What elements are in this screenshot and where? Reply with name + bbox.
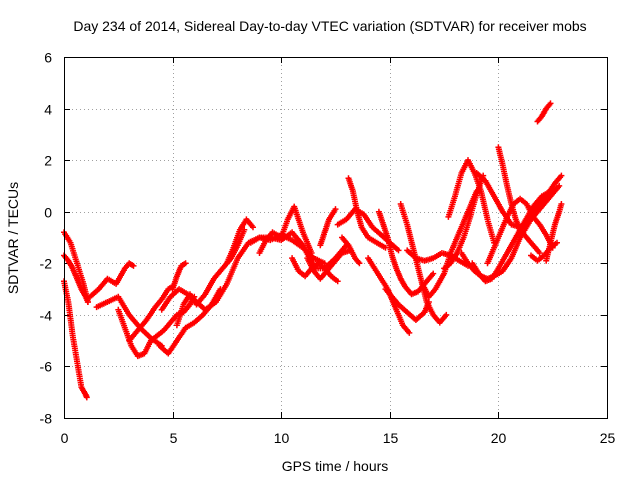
data-point-marker [547, 100, 554, 107]
series-arc11 [169, 260, 189, 293]
y-tick-label: -2 [40, 256, 53, 272]
series-arc23 [382, 286, 432, 323]
x-axis-label: GPS time / hours [282, 458, 389, 474]
data-point-marker [182, 260, 189, 267]
data-point-marker [430, 270, 437, 277]
grid-lines [64, 57, 607, 418]
data-points [61, 100, 565, 401]
series-arc21 [365, 255, 413, 336]
y-tick-label: -4 [40, 308, 53, 324]
series-arc18 [339, 234, 363, 267]
data-point-marker [554, 239, 560, 246]
plot-frame [64, 57, 608, 419]
data-point-marker [554, 185, 560, 192]
x-tick-label: 5 [170, 430, 178, 446]
series-arc36 [543, 201, 565, 264]
series-arc17 [317, 206, 339, 249]
x-tick-label: 10 [274, 430, 290, 446]
data-point-marker [558, 201, 565, 207]
series-arc20 [345, 175, 389, 251]
series-arc22 [375, 208, 437, 298]
y-tick-label: 2 [44, 153, 52, 169]
y-axis-label: SDTVAR / TECUs [5, 182, 21, 294]
y-tick-label: -6 [40, 359, 53, 375]
series-arc16 [304, 247, 354, 282]
data-point-marker [250, 224, 256, 231]
data-point-marker [83, 394, 90, 401]
data-point-marker [443, 311, 450, 318]
data-point-marker [334, 278, 341, 285]
chart-title: Day 234 of 2014, Sidereal Day-to-day VTE… [73, 18, 586, 34]
axis-ticks: 0 5 10 15 20 25 -8 -6 -4 -2 0 2 4 6 [40, 50, 616, 447]
x-tick-label: 25 [600, 430, 616, 446]
series-arc9 [156, 286, 224, 357]
y-tick-label: -8 [40, 411, 53, 427]
x-tick-label: 20 [491, 430, 507, 446]
data-point-marker [536, 250, 543, 256]
series-arc7 [126, 283, 176, 344]
data-point-marker [84, 299, 91, 305]
series-arc1 [61, 278, 90, 401]
data-point-marker [217, 286, 224, 293]
data-point-marker [395, 247, 402, 254]
data-point-marker [130, 262, 137, 269]
series-arc24 [397, 201, 450, 326]
series-arc12 [223, 216, 256, 267]
data-point-marker [406, 329, 413, 336]
y-tick-label: 0 [44, 205, 52, 221]
series-arc10 [173, 226, 248, 329]
y-tick-label: 4 [44, 102, 52, 118]
series-arc14 [256, 203, 315, 256]
x-tick-label: 15 [383, 430, 399, 446]
series-arc4 [87, 260, 137, 300]
series-arc35 [534, 100, 554, 125]
series-arc33 [495, 144, 543, 256]
x-tick-label: 0 [61, 430, 69, 446]
series-arc3 [61, 252, 91, 305]
y-tick-label: 6 [44, 50, 52, 66]
data-point-marker [332, 206, 339, 213]
data-point-marker [558, 172, 565, 179]
data-point-marker [356, 260, 363, 267]
data-point-marker [308, 250, 315, 256]
